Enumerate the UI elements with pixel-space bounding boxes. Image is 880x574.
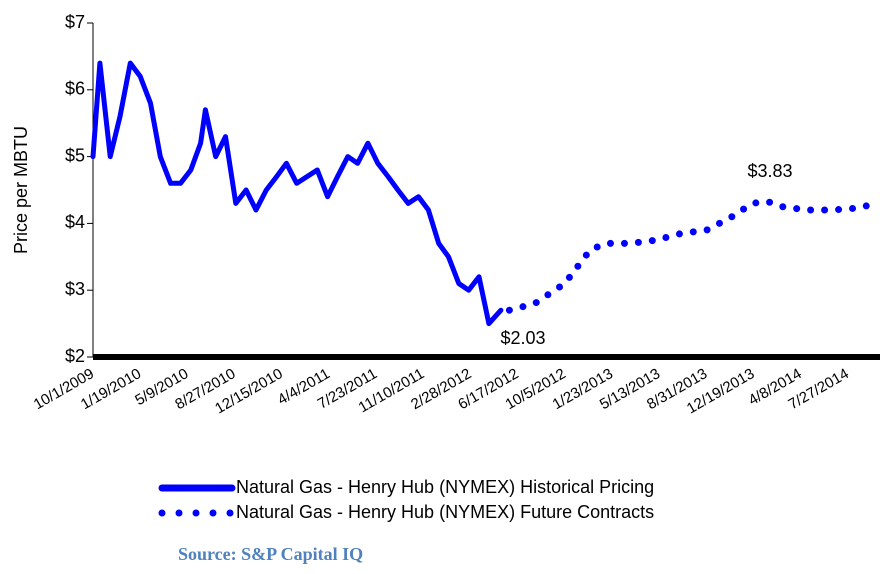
y-tick-label: $5 — [65, 145, 85, 165]
series-line — [90, 60, 504, 327]
annotation: $3.83 — [747, 161, 792, 181]
legend-label: Natural Gas - Henry Hub (NYMEX) Historic… — [236, 477, 654, 497]
annotation: $2.03 — [500, 328, 545, 348]
source: Source: S&P Capital IQ — [178, 544, 363, 564]
legend-label: Natural Gas - Henry Hub (NYMEX) Future C… — [236, 502, 654, 522]
y-tick-label: $4 — [65, 212, 85, 232]
y-tick-label: $2 — [65, 346, 85, 366]
y-tick-label: $3 — [65, 279, 85, 299]
y-tick-label: $6 — [65, 79, 85, 99]
y-axis-label: Price per MBTU — [11, 126, 31, 254]
series-line — [505, 197, 880, 314]
y-tick-label: $7 — [65, 12, 85, 32]
